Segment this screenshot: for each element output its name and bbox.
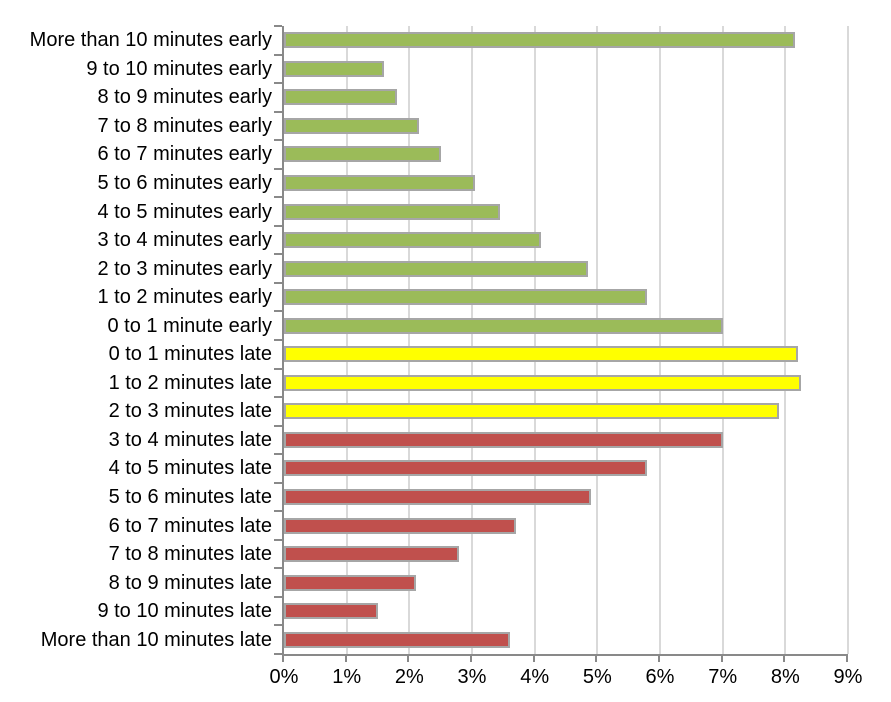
category-label: 9 to 10 minutes early xyxy=(86,57,272,80)
category-label: 6 to 7 minutes late xyxy=(108,514,272,537)
chart-bar-early xyxy=(284,175,476,191)
chart-bar-early xyxy=(284,117,419,134)
chart-bar-late xyxy=(284,631,510,648)
category-label: 8 to 9 minutes late xyxy=(108,571,272,594)
category-label: 1 to 2 minutes late xyxy=(108,371,272,394)
category-label: 3 to 4 minutes late xyxy=(108,428,272,451)
x-axis-tick-label: 7% xyxy=(708,666,738,688)
x-axis-tick-label: 2% xyxy=(394,666,424,688)
category-label: 6 to 7 minutes early xyxy=(97,143,272,166)
chart-bar-late xyxy=(284,546,460,563)
y-axis-tick xyxy=(274,425,282,427)
category-label: 4 to 5 minutes late xyxy=(108,457,272,480)
gridline-4pct xyxy=(533,26,536,654)
y-axis-line xyxy=(282,26,284,656)
gridline-2pct xyxy=(408,26,411,654)
category-label: 4 to 5 minutes early xyxy=(97,200,272,223)
gridline-3pct xyxy=(471,26,473,654)
x-axis-tick-label: 6% xyxy=(645,666,675,688)
chart-bar-early xyxy=(284,232,541,249)
chart-bar-late xyxy=(284,603,378,620)
gridline-8pct xyxy=(784,26,787,654)
x-axis-tick xyxy=(720,656,723,662)
y-axis-tick xyxy=(274,510,282,512)
chart-bar-slightly_late xyxy=(284,403,780,420)
y-axis-tick xyxy=(274,54,282,56)
y-axis-tick xyxy=(274,596,282,598)
y-axis-tick xyxy=(274,253,282,255)
chart-bar-early xyxy=(284,260,588,277)
category-label: 1 to 2 minutes early xyxy=(97,286,272,309)
gridline-1pct xyxy=(345,26,348,654)
gridline-9pct xyxy=(847,26,849,654)
y-axis-tick xyxy=(274,653,282,655)
y-axis-tick xyxy=(274,282,282,284)
y-axis-tick xyxy=(274,111,282,113)
x-axis-tick xyxy=(846,656,848,662)
category-label: 7 to 8 minutes late xyxy=(108,543,272,566)
chart-bar-early xyxy=(284,60,385,77)
x-axis-tick-label: 0% xyxy=(269,666,299,688)
chart-bar-early xyxy=(284,203,501,220)
gridline-7pct xyxy=(721,26,724,654)
y-axis-tick xyxy=(274,25,282,27)
x-axis-tick xyxy=(595,656,598,662)
gridline-6pct xyxy=(659,26,661,654)
chart-bar-late xyxy=(284,574,416,591)
x-axis-line xyxy=(282,654,848,656)
x-axis-tick xyxy=(282,656,284,662)
chart-bar-early xyxy=(284,32,795,49)
chart-bar-early xyxy=(284,146,441,163)
x-axis-tick xyxy=(470,656,472,662)
y-axis-tick xyxy=(274,82,282,84)
chart-bar-early xyxy=(284,317,723,334)
y-axis-tick xyxy=(274,196,282,198)
chart-bar-early xyxy=(284,289,648,306)
category-label: More than 10 minutes early xyxy=(29,29,272,52)
chart-bar-late xyxy=(284,460,648,477)
chart-bar-late xyxy=(284,517,516,534)
y-axis-tick xyxy=(274,139,282,141)
chart-bar-late xyxy=(284,489,592,505)
y-axis-tick xyxy=(274,310,282,312)
y-axis-tick xyxy=(274,339,282,341)
y-axis-tick xyxy=(274,225,282,227)
x-axis-tick-label: 9% xyxy=(833,666,863,688)
category-label: More than 10 minutes late xyxy=(40,628,272,651)
y-axis-tick xyxy=(274,567,282,569)
x-axis-tick-label: 3% xyxy=(457,666,487,688)
y-axis-tick xyxy=(274,168,282,170)
x-axis-tick xyxy=(658,656,660,662)
y-axis-tick xyxy=(274,482,282,484)
category-label: 7 to 8 minutes early xyxy=(97,114,272,137)
chart-bar-slightly_late xyxy=(284,346,798,363)
x-axis-tick xyxy=(344,656,347,662)
x-axis-tick xyxy=(783,656,786,662)
y-axis-tick xyxy=(274,539,282,541)
category-label: 9 to 10 minutes late xyxy=(97,600,272,623)
category-label: 5 to 6 minutes early xyxy=(97,172,272,194)
y-axis-tick xyxy=(274,396,282,398)
category-label: 2 to 3 minutes early xyxy=(97,257,272,280)
chart-bar-slightly_late xyxy=(284,374,801,391)
category-label: 0 to 1 minutes late xyxy=(108,343,272,366)
category-label: 3 to 4 minutes early xyxy=(97,229,272,252)
category-label: 0 to 1 minute early xyxy=(107,314,272,337)
gridline-5pct xyxy=(596,26,599,654)
category-label: 8 to 9 minutes early xyxy=(97,86,272,109)
category-label: 5 to 6 minutes late xyxy=(108,486,272,508)
chart-bar-late xyxy=(284,431,723,448)
x-axis-tick-label: 8% xyxy=(770,666,800,688)
y-axis-tick xyxy=(274,624,282,626)
y-axis-tick xyxy=(274,453,282,455)
x-axis-tick-label: 4% xyxy=(520,666,550,688)
x-axis-tick xyxy=(407,656,410,662)
y-axis-tick xyxy=(274,368,282,370)
x-axis-tick xyxy=(532,656,535,662)
x-axis-tick-label: 1% xyxy=(332,666,362,688)
x-axis-tick-label: 5% xyxy=(582,666,612,688)
chart-bar-early xyxy=(284,89,397,106)
category-label: 2 to 3 minutes late xyxy=(108,400,272,423)
